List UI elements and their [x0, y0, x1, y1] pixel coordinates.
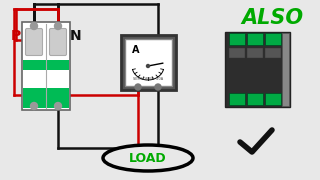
Bar — [247, 93, 263, 105]
Text: P: P — [11, 29, 21, 43]
Bar — [121, 35, 176, 90]
Circle shape — [30, 22, 37, 30]
Bar — [247, 33, 263, 45]
Ellipse shape — [103, 145, 193, 171]
Circle shape — [54, 102, 61, 109]
FancyBboxPatch shape — [26, 28, 43, 55]
Bar — [229, 33, 245, 45]
Bar — [265, 33, 281, 45]
Bar — [265, 48, 281, 58]
FancyBboxPatch shape — [50, 28, 67, 55]
Circle shape — [155, 84, 161, 90]
Bar — [265, 93, 281, 105]
Text: SEMSOR-EH  20A: SEMSOR-EH 20A — [133, 77, 163, 81]
Bar — [229, 93, 245, 105]
Bar — [229, 48, 245, 58]
Text: N: N — [70, 29, 82, 43]
Bar — [125, 39, 172, 86]
FancyBboxPatch shape — [22, 22, 70, 110]
Bar — [23, 88, 69, 108]
Text: LOAD: LOAD — [129, 152, 167, 165]
Text: ALSO: ALSO — [241, 8, 303, 28]
Bar — [282, 33, 289, 106]
Bar — [23, 60, 69, 70]
Circle shape — [147, 64, 149, 68]
FancyBboxPatch shape — [225, 32, 290, 107]
Circle shape — [135, 84, 141, 90]
Bar — [247, 48, 263, 58]
Circle shape — [54, 22, 61, 30]
Circle shape — [30, 102, 37, 109]
Text: A: A — [132, 45, 140, 55]
